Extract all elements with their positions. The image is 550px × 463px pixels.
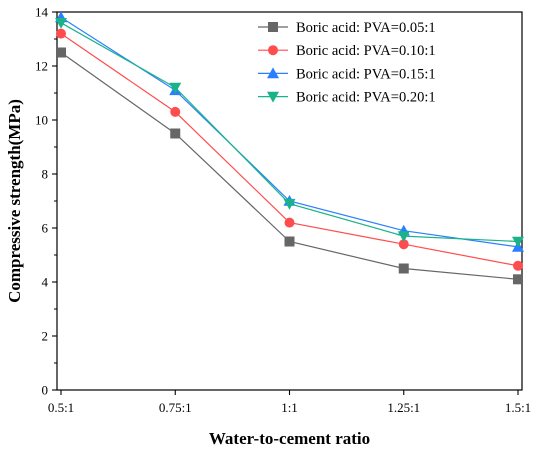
data-point bbox=[398, 263, 409, 274]
data-point bbox=[283, 198, 296, 210]
legend-label: Boric acid: PVA=0.05:1 bbox=[296, 20, 436, 36]
legend-marker bbox=[267, 91, 279, 103]
data-point bbox=[512, 236, 524, 248]
legend-item: Boric acid: PVA=0.05:1 bbox=[258, 20, 436, 36]
data-point bbox=[397, 231, 410, 243]
data-point bbox=[284, 217, 295, 228]
series-3 bbox=[55, 11, 524, 252]
legend-marker bbox=[267, 67, 279, 79]
y-tick-label: 6 bbox=[42, 221, 49, 236]
y-tick-label: 8 bbox=[42, 167, 49, 182]
series-4 bbox=[55, 18, 524, 248]
y-tick-label: 4 bbox=[42, 275, 49, 290]
axes: 0 2 4 6 8 10 12 14 0.5:1 0.75:1 1:1 1.25:1 1.5:1 bbox=[35, 5, 531, 416]
series-line bbox=[60, 33, 519, 267]
x-tick-label: 1.25:1 bbox=[387, 400, 420, 415]
x-tick-label: 1:1 bbox=[281, 400, 298, 415]
data-point bbox=[56, 47, 66, 58]
legend-label: Boric acid: PVA=0.15:1 bbox=[296, 66, 436, 82]
legend-label: Boric acid: PVA=0.10:1 bbox=[296, 43, 436, 59]
legend-item: Boric acid: PVA=0.20:1 bbox=[258, 90, 436, 106]
series-line bbox=[60, 16, 519, 248]
y-tick-label: 12 bbox=[35, 59, 48, 74]
legend-label: Boric acid: PVA=0.20:1 bbox=[296, 90, 436, 106]
data-point bbox=[513, 274, 523, 285]
x-tick-label: 1.5:1 bbox=[505, 400, 531, 415]
data-point bbox=[513, 260, 523, 271]
data-point bbox=[284, 236, 295, 247]
legend-item: Boric acid: PVA=0.15:1 bbox=[258, 66, 436, 82]
x-tick-label: 0.75:1 bbox=[159, 400, 192, 415]
data-point bbox=[170, 128, 181, 139]
data-point bbox=[56, 28, 66, 39]
y-axis-title: Compressive strength(MPa) bbox=[5, 99, 24, 303]
data-point bbox=[55, 18, 67, 29]
legend-marker bbox=[268, 45, 278, 56]
y-tick-label: 2 bbox=[42, 329, 49, 344]
data-point bbox=[398, 239, 409, 250]
data-point bbox=[170, 106, 181, 117]
series-2 bbox=[56, 28, 523, 271]
y-tick-label: 10 bbox=[35, 113, 48, 128]
data-point bbox=[169, 82, 182, 94]
y-tick-label: 0 bbox=[42, 383, 49, 398]
y-tick-label: 14 bbox=[35, 5, 49, 20]
legend-marker bbox=[268, 22, 278, 32]
x-axis-title: Water-to-cement ratio bbox=[209, 429, 370, 448]
legend: Boric acid: PVA=0.05:1 Boric acid: PVA=0.… bbox=[258, 20, 436, 106]
plot-area bbox=[55, 11, 524, 285]
series-1 bbox=[56, 47, 523, 285]
x-tick-label: 0.5:1 bbox=[48, 400, 74, 415]
legend-item: Boric acid: PVA=0.10:1 bbox=[258, 43, 436, 59]
